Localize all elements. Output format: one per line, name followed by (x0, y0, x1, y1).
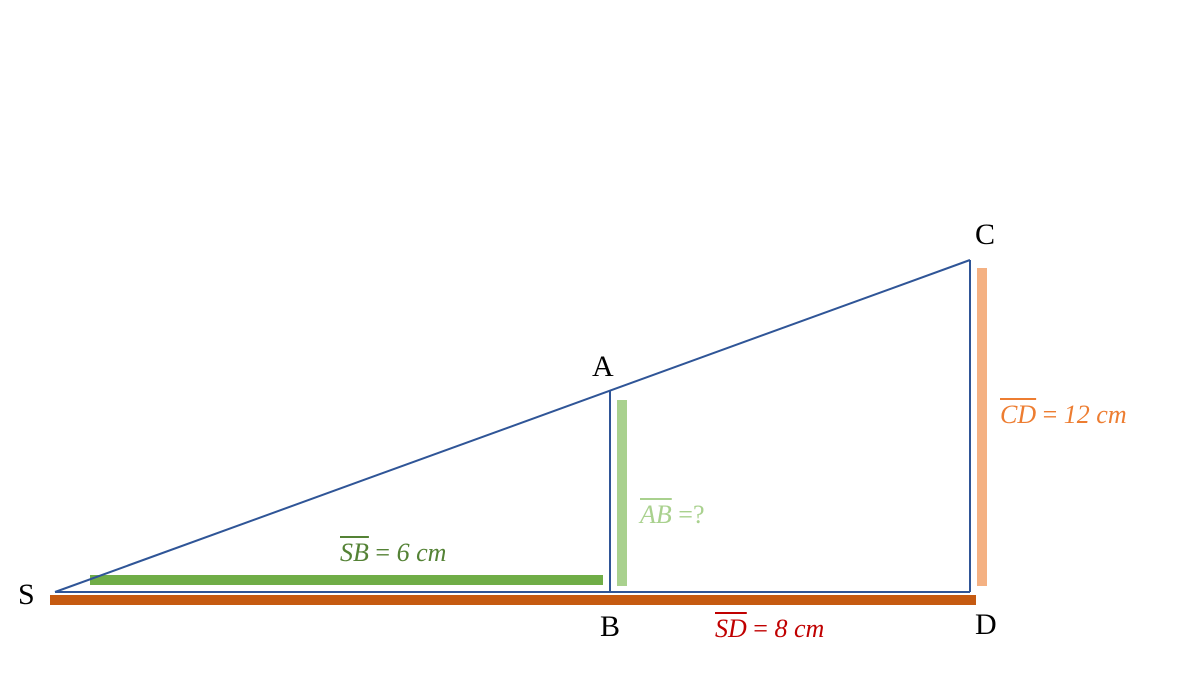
measure-sd-eq: = (747, 614, 775, 643)
measure-cd-val: 12 cm (1064, 400, 1127, 429)
measure-sd: SD = 8 cm (715, 614, 824, 644)
measure-cd: CD = 12 cm (1000, 400, 1127, 430)
vertex-label-b: B (600, 610, 620, 644)
measure-sd-val: 8 cm (774, 614, 824, 643)
geometry-diagram (0, 0, 1185, 688)
measure-sb-eq: = (369, 538, 397, 567)
measure-ab-val: ? (693, 500, 705, 529)
vertex-label-a: A (592, 350, 614, 384)
vertex-label-d: D (975, 608, 997, 642)
edge-cs (55, 260, 970, 592)
measure-sd-seg: SD (715, 614, 747, 643)
measure-ab-seg: AB (640, 500, 672, 529)
measure-sb-seg: SB (340, 538, 369, 567)
measure-sb-val: 6 cm (397, 538, 447, 567)
measure-cd-eq: = (1036, 400, 1064, 429)
measure-ab-eq: = (672, 500, 693, 529)
measure-cd-seg: CD (1000, 400, 1036, 429)
measure-ab: AB =? (640, 500, 704, 530)
vertex-label-c: C (975, 218, 995, 252)
vertex-label-s: S (18, 578, 35, 612)
measure-sb: SB = 6 cm (340, 538, 446, 568)
